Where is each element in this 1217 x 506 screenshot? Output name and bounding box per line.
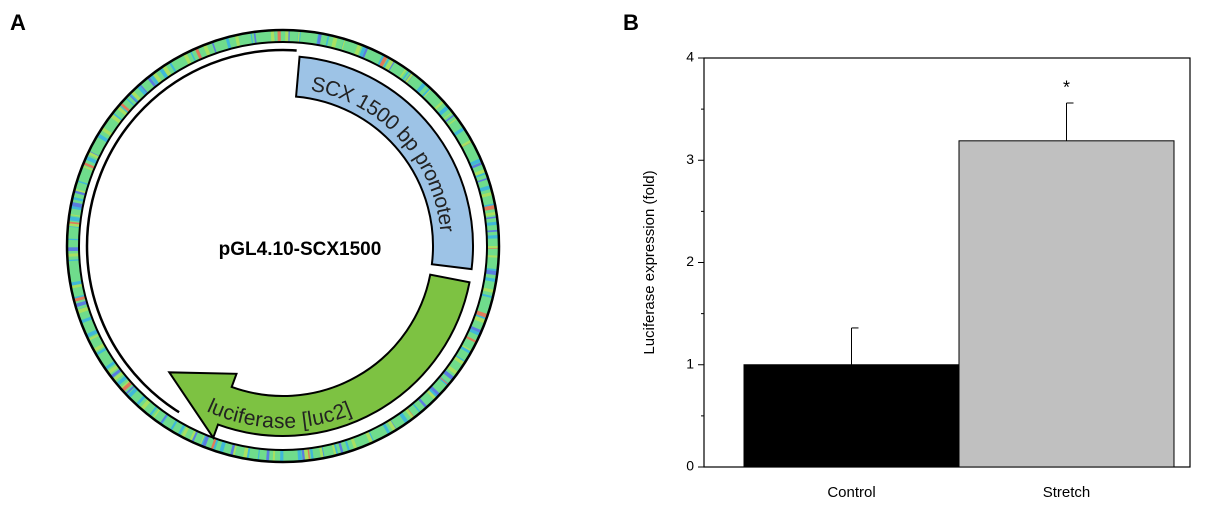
- y-tick-label: 3: [686, 151, 694, 167]
- x-tick-label: Control: [827, 484, 875, 501]
- y-axis-label: Luciferase expression (fold): [641, 170, 658, 354]
- figure: A B SCX 1500 bp promoterluciferase [luc2…: [0, 0, 1217, 506]
- annotation: *: [1063, 78, 1070, 98]
- bar: [744, 365, 959, 467]
- panel-label: B: [623, 10, 639, 35]
- bar: [959, 141, 1174, 467]
- y-tick-label: 0: [686, 458, 694, 474]
- x-tick-label: Stretch: [1043, 484, 1091, 501]
- bar-chart: 0 1 2 3 4 Luciferase expression (fold) Control…: [641, 49, 1190, 501]
- y-tick-label: 2: [686, 253, 694, 269]
- plasmid-name: pGL4.10-SCX1500: [219, 239, 382, 260]
- y-tick-label: 1: [686, 355, 694, 371]
- y-tick-label: 4: [686, 49, 694, 65]
- panel-label: A: [10, 10, 26, 35]
